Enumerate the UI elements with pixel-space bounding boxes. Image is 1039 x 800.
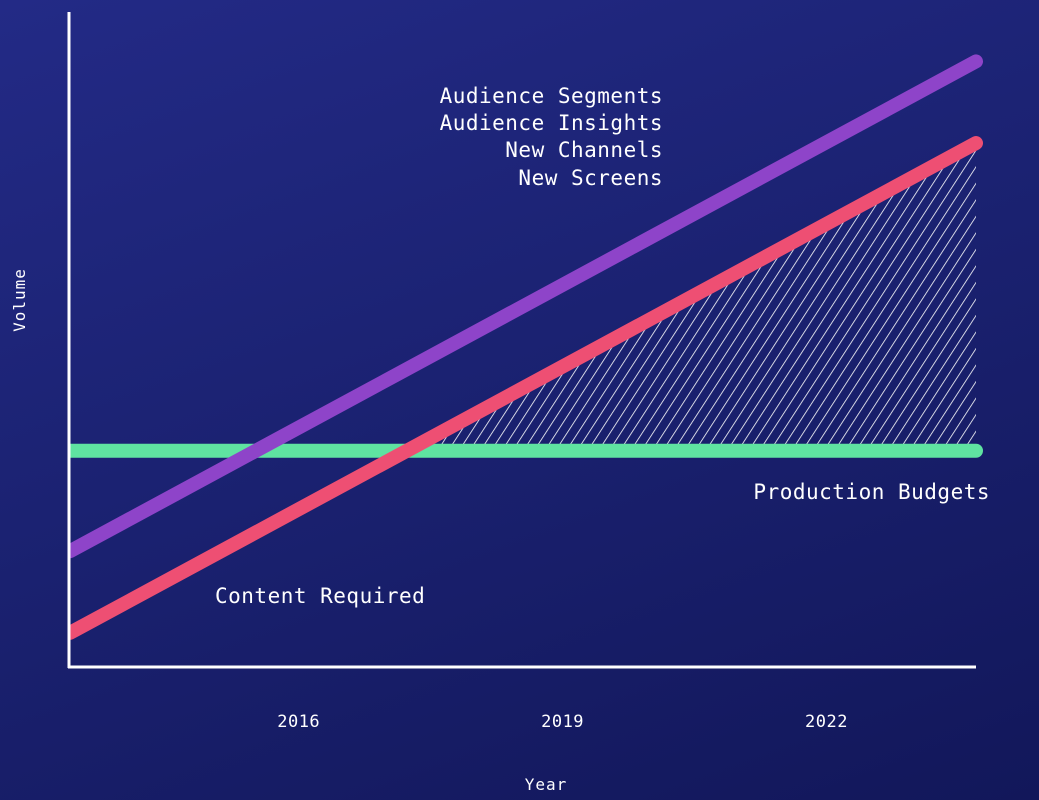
annotation-production-budgets: Production Budgets xyxy=(753,480,990,504)
series-line-content xyxy=(70,136,983,640)
x-tick-label-2016: 2016 xyxy=(277,712,320,732)
series-lines xyxy=(70,54,983,640)
annotation-content-required: Content Required xyxy=(215,584,425,608)
annotation-audience-segments: Audience Segments xyxy=(440,84,663,108)
annotation-audience-insights: Audience Insights xyxy=(440,111,663,135)
x-tick-label-2022: 2022 xyxy=(805,712,848,732)
series-line-audience xyxy=(70,54,983,559)
y-axis-label: Volume xyxy=(10,268,29,332)
x-tick-label-2019: 2019 xyxy=(541,712,584,732)
x-tick-labels: 2016 2019 2022 xyxy=(277,712,848,732)
annotation-new-screens: New Screens xyxy=(518,166,663,190)
x-axis-label: Year xyxy=(525,775,568,794)
annotation-new-channels: New Channels xyxy=(505,138,663,162)
